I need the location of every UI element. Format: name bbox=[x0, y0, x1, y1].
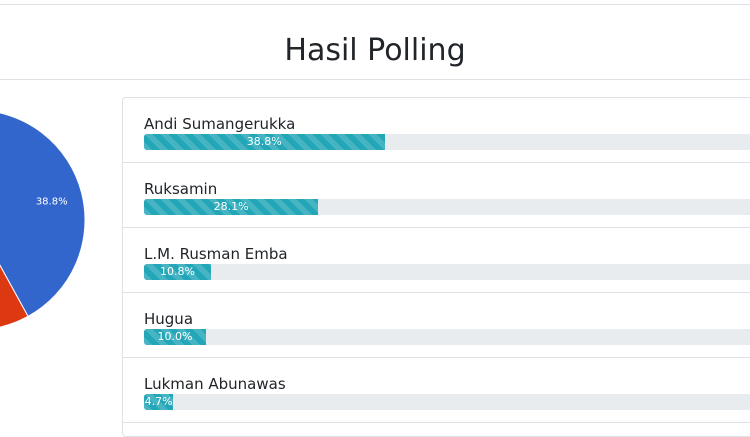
progress-track: 10.8% bbox=[144, 264, 750, 280]
list-item: Ruksamin 28.1% bbox=[123, 163, 750, 228]
candidate-name: Andi Sumangerukka bbox=[144, 115, 296, 133]
progress-bar: 38.8% bbox=[144, 134, 385, 150]
candidate-name: Hugua bbox=[144, 310, 194, 328]
candidate-name: Ruksamin bbox=[144, 180, 218, 198]
candidate-name: Lukman Abunawas bbox=[144, 375, 286, 393]
list-item: L.M. Rusman Emba 10.8% bbox=[123, 228, 750, 293]
page-header: Hasil Polling bbox=[0, 5, 750, 80]
top-divider bbox=[0, 4, 750, 5]
list-item: Hugua 10.0% bbox=[123, 293, 750, 358]
progress-track: 10.0% bbox=[144, 329, 750, 345]
poll-results-list: Andi Sumangerukka 38.8% Ruksamin 28.1% L… bbox=[122, 97, 750, 437]
poll-pie-chart: 38.8% bbox=[0, 80, 120, 424]
list-item: Lukman Abunawas 4.7% bbox=[123, 358, 750, 423]
progress-bar: 10.0% bbox=[144, 329, 206, 345]
progress-track: 38.8% bbox=[144, 134, 750, 150]
page-title: Hasil Polling bbox=[284, 33, 466, 68]
candidate-name: L.M. Rusman Emba bbox=[144, 245, 288, 263]
progress-track: 4.7% bbox=[144, 394, 750, 410]
pie-slice bbox=[0, 112, 86, 318]
progress-bar: 4.7% bbox=[144, 394, 174, 410]
pie-slice bbox=[0, 264, 29, 328]
progress-bar: 10.8% bbox=[144, 264, 211, 280]
progress-track: 28.1% bbox=[144, 199, 750, 215]
list-item: Andi Sumangerukka 38.8% bbox=[123, 98, 750, 163]
pie-slice-label: 38.8% bbox=[36, 196, 68, 207]
pie-svg: 38.8% bbox=[0, 112, 86, 328]
progress-bar: 28.1% bbox=[144, 199, 319, 215]
